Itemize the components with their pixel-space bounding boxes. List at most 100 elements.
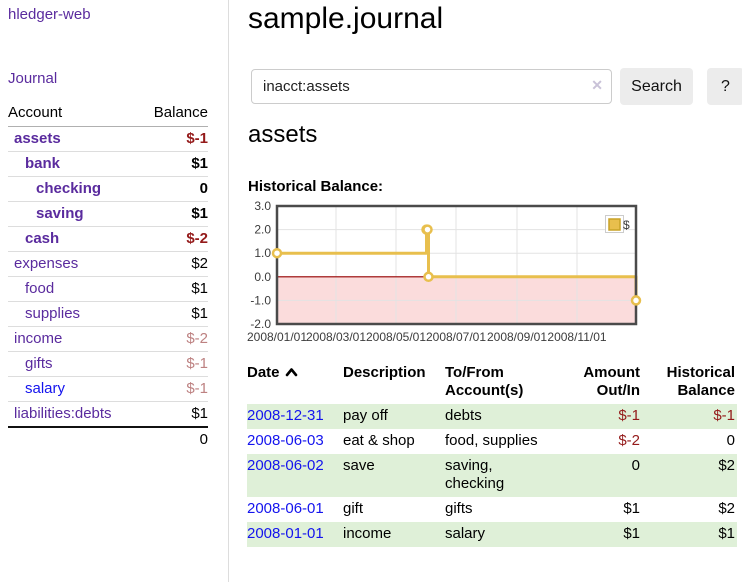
account-row: supplies $1 [8,301,208,327]
transaction-amount: 0 [631,457,640,474]
clear-search-icon[interactable]: ✕ [591,77,603,93]
account-link-assets[interactable]: assets [14,130,61,147]
sidebar-item-journal[interactable]: Journal [8,70,58,87]
transaction-amount: $1 [623,500,640,517]
transaction-description: gift [343,500,364,517]
account-link-gifts[interactable]: gifts [25,355,53,372]
transaction-accounts: salary [445,525,486,542]
register-header-date-label: Date [247,364,280,381]
account-row: saving $1 [8,201,208,227]
transaction-date-link[interactable]: 2008-06-03 [247,432,324,449]
brand-link[interactable]: hledger-web [8,6,91,23]
register-header-balance: Historical Balance [666,364,735,399]
chart-x-tick-label: 2008/03/01 [306,330,366,344]
accounts-header-row: Account Balance [8,100,208,127]
chart-point [422,224,433,235]
transaction-balance: $1 [718,525,735,542]
account-row: checking 0 [8,176,208,202]
account-row: bank $1 [8,151,208,177]
chart-x-tick-label: 2008/09/01 [487,330,547,344]
chart-point [271,247,283,259]
account-link-supplies[interactable]: supplies [25,305,81,322]
account-balance: $-1 [186,130,208,147]
transaction-description: pay off [343,407,388,424]
account-row: expenses $2 [8,251,208,277]
search-input[interactable] [251,69,612,104]
help-button[interactable]: ? [707,68,742,105]
chart-y-tick-label: -1.0 [250,293,271,307]
account-row: food $1 [8,276,208,302]
chart-x-tick-label: 2008/01/01 [247,330,307,344]
transaction-date-link[interactable]: 2008-01-01 [247,525,324,542]
account-row: salary $-1 [8,376,208,402]
accounts-total-value: 0 [139,426,208,451]
register-header-amount: Amount Out/In [583,364,640,399]
register-row: 2008-06-03 eat & shop food, supplies $-2 0 [247,429,737,454]
account-balance: $-1 [186,380,208,397]
chart-x-tick-label: 2008/07/01 [426,330,486,344]
transaction-balance: $2 [718,500,735,517]
chart-y-tick-label: 2.0 [254,223,271,237]
historical-balance-chart: 3.0 2.0 1.0 0.0 -1.0 -2.0 2008/01/01 2008/03/01… [247,199,642,350]
account-link-liabilities-debts[interactable]: liabilities:debts [14,405,112,422]
sidebar: hledger-web Journal Account Balance asse… [0,0,229,582]
account-row: liabilities:debts $1 [8,401,208,427]
account-link-bank[interactable]: bank [25,155,61,172]
accounts-table: Account Balance assets $-1 bank $1 checking 0… [8,100,208,451]
register-table: Date Description To/From Account(s) Amou… [247,361,737,547]
account-link-food[interactable]: food [25,280,55,297]
account-link-saving[interactable]: saving [36,205,84,222]
chart-x-tick-label: 2008/05/01 [366,330,426,344]
register-row: 2008-12-31 pay off debts $-1 $-1 [247,404,737,429]
chart-x-tick-label: 2008/11/01 [547,330,606,344]
transaction-date-link[interactable]: 2008-06-01 [247,500,324,517]
account-row: assets $-1 [8,127,208,152]
account-link-cash[interactable]: cash [25,230,60,247]
chart-y-tick-label: 1.0 [254,246,271,260]
chart-y-tick-label: 3.0 [254,200,271,213]
accounts-header-balance: Balance [139,100,208,127]
account-balance: $-1 [186,355,208,372]
account-link-expenses[interactable]: expenses [14,255,79,272]
chart-legend-swatch [608,218,621,231]
search-input-wrap: ✕ [251,69,612,104]
sort-ascending-icon [285,364,298,382]
register-row: 2008-01-01 income salary $1 $1 [247,522,737,547]
search-bar: ✕ Search ? [251,68,742,105]
transaction-date-link[interactable]: 2008-06-02 [247,457,324,474]
register-header-row: Date Description To/From Account(s) Amou… [247,361,737,404]
account-row: income $-2 [8,326,208,352]
account-link-income[interactable]: income [14,330,63,347]
transaction-balance: $-1 [713,407,735,424]
register-row: 2008-06-02 save saving, checking 0 $2 [247,454,737,497]
page-title: sample.journal [248,2,444,35]
account-balance: $-2 [186,330,208,347]
register-header-date[interactable]: Date [247,361,343,404]
account-balance: $1 [191,405,208,422]
chart-point [630,295,642,306]
transaction-balance: 0 [726,432,735,449]
transaction-accounts: food, supplies [445,432,538,449]
register-header-description: Description [343,364,426,381]
accounts-header-account: Account [8,100,140,127]
account-link-checking[interactable]: checking [36,180,102,197]
transaction-amount: $-1 [618,407,640,424]
account-balance: $2 [191,255,208,272]
search-button[interactable]: Search [620,68,693,105]
account-balance: $1 [191,155,208,172]
account-balance: $-2 [186,230,208,247]
account-heading: assets [248,121,318,148]
account-row: gifts $-1 [8,351,208,377]
account-link-salary[interactable]: salary [25,380,66,397]
register-header-accounts: To/From Account(s) [445,364,524,399]
transaction-date-link[interactable]: 2008-12-31 [247,407,324,424]
transaction-amount: $-2 [618,432,640,449]
transaction-accounts: gifts [445,500,473,517]
transaction-amount: $1 [623,525,640,542]
accounts-total-spacer [8,426,140,451]
chart-border [275,204,638,326]
transaction-balance: $2 [718,457,735,474]
chart-section-label: Historical Balance: [248,178,384,195]
account-balance: $1 [191,305,208,322]
